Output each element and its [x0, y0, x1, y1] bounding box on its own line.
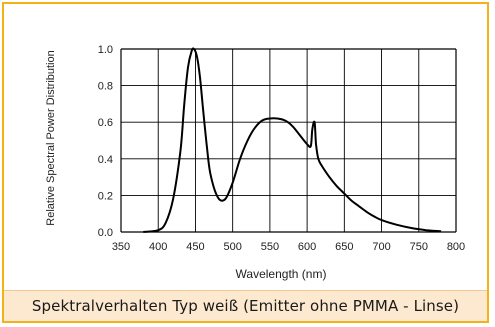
- y-tick-label: 0.6: [98, 117, 113, 129]
- x-tick-label: 400: [149, 241, 167, 253]
- x-axis-label: Wavelength (nm): [236, 267, 327, 281]
- caption-bar: Spektralverhalten Typ weiß (Emitter ohne…: [4, 290, 487, 321]
- y-tick-label: 0.8: [98, 81, 113, 93]
- x-tick-label: 800: [447, 241, 465, 253]
- spectral-chart: 350 400 450 500 550 600 650 700 750 800 0.0 0.2 0.4…: [45, 44, 465, 281]
- chart-area: 350 400 450 500 550 600 650 700 750 800 0.0 0.2 0.4…: [4, 4, 491, 295]
- figure-frame: 350 400 450 500 550 600 650 700 750 800 0.0 0.2 0.4…: [2, 2, 489, 323]
- y-tick-label: 1.0: [98, 44, 113, 56]
- y-axis-label: Relative Spectral Power Distribution: [45, 50, 57, 225]
- spectral-curve: [143, 47, 442, 233]
- y-tick-label: 0.4: [98, 154, 113, 166]
- x-tick-label: 500: [223, 241, 241, 253]
- y-tick-labels: 0.0 0.2 0.4 0.6 0.8 1.0: [98, 44, 113, 239]
- figure-caption: Spektralverhalten Typ weiß (Emitter ohne…: [31, 297, 460, 315]
- x-tick-labels: 350 400 450 500 550 600 650 700 750 800: [112, 241, 465, 253]
- x-tick-label: 450: [186, 241, 204, 253]
- x-tick-label: 650: [335, 241, 353, 253]
- y-tick-label: 0.0: [98, 227, 113, 239]
- x-tick-label: 350: [112, 241, 130, 253]
- x-tick-label: 550: [261, 241, 279, 253]
- y-tick-label: 0.2: [98, 190, 113, 202]
- x-tick-label: 700: [372, 241, 390, 253]
- x-tick-label: 750: [410, 241, 428, 253]
- x-tick-label: 600: [298, 241, 316, 253]
